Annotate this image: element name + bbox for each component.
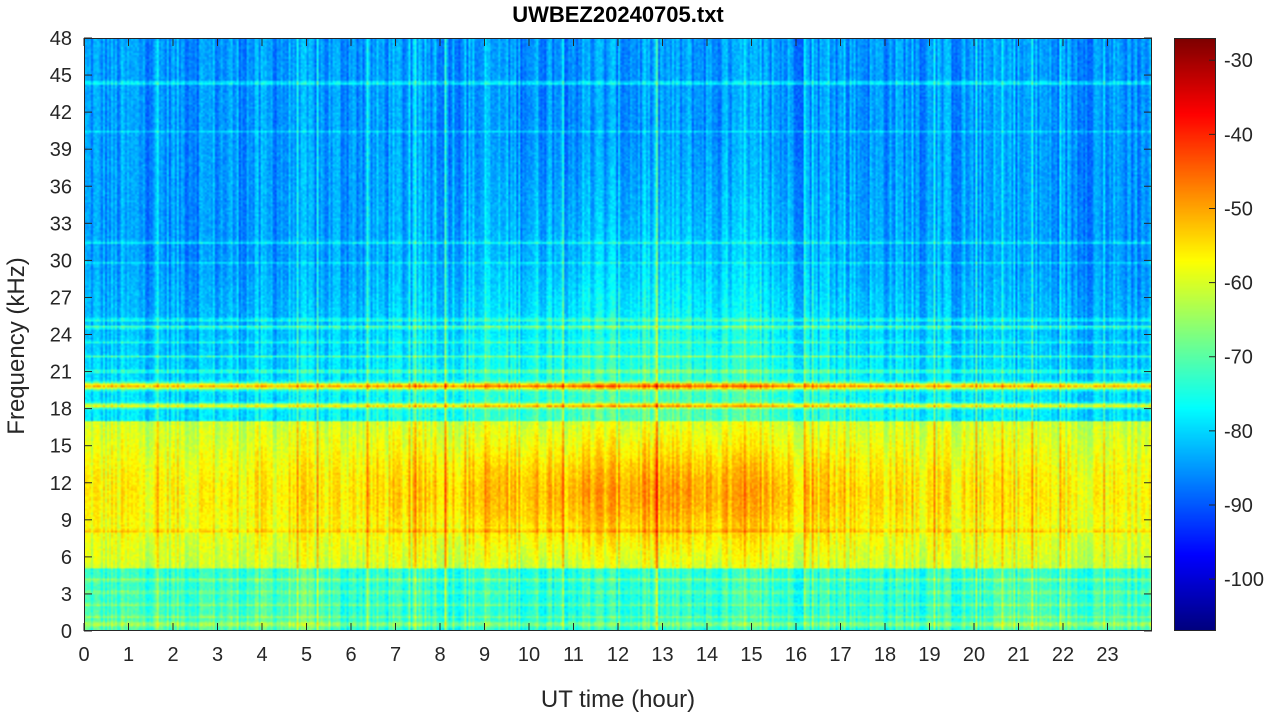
- y-tick-label: 27: [50, 287, 72, 309]
- chart-title: UWBEZ20240705.txt: [512, 2, 724, 27]
- x-tick-label: 4: [256, 644, 267, 666]
- x-tick-label: 20: [963, 644, 985, 666]
- y-tick-label: 21: [50, 362, 72, 384]
- y-tick-label: 45: [50, 65, 72, 87]
- y-tick-label: 9: [61, 510, 72, 532]
- colorbar-tick-label: -70: [1224, 347, 1253, 369]
- y-tick-label: 48: [50, 28, 72, 50]
- y-tick-label: 15: [50, 436, 72, 458]
- spectrogram-image: [85, 39, 1151, 630]
- x-tick-label: 10: [518, 644, 540, 666]
- x-axis-ticks: 0 1 2 3 4 5 6 7 8 9 10 11 12 13 14 15 16 17 18 19 20 21 22 23: [78, 38, 1119, 666]
- x-tick-label: 6: [345, 644, 356, 666]
- x-tick-label: 22: [1052, 644, 1074, 666]
- x-tick-label: 0: [78, 644, 89, 666]
- y-tick-label: 39: [50, 139, 72, 161]
- x-tick-label: 16: [785, 644, 807, 666]
- spectrogram-plot-area: [84, 38, 1152, 631]
- y-tick-label: 6: [61, 547, 72, 569]
- x-tick-label: 21: [1007, 644, 1029, 666]
- x-tick-label: 13: [651, 644, 673, 666]
- colorbar-tick-label: -100: [1224, 569, 1264, 591]
- y-tick-label: 12: [50, 473, 72, 495]
- y-tick-label: 3: [61, 584, 72, 606]
- y-tick-label: 24: [50, 325, 72, 347]
- y-tick-label: 18: [50, 399, 72, 421]
- colorbar-tick-label: -50: [1224, 198, 1253, 220]
- y-tick-label: 33: [50, 213, 72, 235]
- x-tick-label: 18: [874, 644, 896, 666]
- colorbar: [1174, 38, 1216, 631]
- y-tick-label: 42: [50, 102, 72, 124]
- colorbar-ticks: -30 -40 -50 -60 -70 -80 -90 -100: [1209, 50, 1264, 591]
- colorbar-tick-label: -30: [1224, 50, 1253, 72]
- colorbar-tick-label: -90: [1224, 495, 1253, 517]
- x-axis-label: UT time (hour): [541, 686, 695, 713]
- x-tick-label: 17: [829, 644, 851, 666]
- colorbar-tick-label: -80: [1224, 421, 1253, 443]
- x-tick-label: 19: [918, 644, 940, 666]
- x-tick-label: 9: [479, 644, 490, 666]
- y-tick-label: 0: [61, 621, 72, 643]
- y-tick-label: 36: [50, 176, 72, 198]
- x-tick-label: 5: [301, 644, 312, 666]
- x-tick-label: 12: [607, 644, 629, 666]
- x-tick-label: 23: [1096, 644, 1118, 666]
- y-axis-label: Frequency (kHz): [3, 257, 30, 434]
- colorbar-tick-label: -40: [1224, 124, 1253, 146]
- x-tick-label: 14: [696, 644, 718, 666]
- x-tick-label: 8: [434, 644, 445, 666]
- x-tick-label: 1: [123, 644, 134, 666]
- y-tick-label: 30: [50, 250, 72, 272]
- x-tick-label: 3: [212, 644, 223, 666]
- x-tick-label: 7: [390, 644, 401, 666]
- x-tick-label: 11: [563, 644, 584, 666]
- colorbar-tick-label: -60: [1224, 273, 1253, 295]
- x-tick-label: 2: [167, 644, 178, 666]
- x-tick-label: 15: [740, 644, 762, 666]
